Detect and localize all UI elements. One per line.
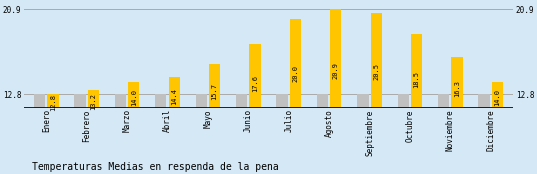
Bar: [478, 94, 490, 108]
Text: 15.7: 15.7: [212, 83, 217, 100]
Text: 14.0: 14.0: [495, 89, 500, 106]
Bar: [290, 19, 301, 108]
Text: 12.8: 12.8: [50, 94, 56, 111]
Bar: [128, 82, 140, 108]
Bar: [451, 57, 463, 108]
Bar: [88, 90, 99, 108]
Bar: [330, 9, 342, 108]
Bar: [371, 13, 382, 108]
Bar: [411, 34, 422, 108]
Text: 17.6: 17.6: [252, 75, 258, 92]
Bar: [357, 94, 368, 108]
Bar: [34, 94, 45, 108]
Text: 14.0: 14.0: [130, 89, 137, 106]
Bar: [236, 94, 247, 108]
Bar: [155, 94, 166, 108]
Text: 14.4: 14.4: [171, 88, 177, 105]
Bar: [47, 94, 59, 108]
Text: 13.2: 13.2: [90, 93, 96, 110]
Bar: [169, 77, 180, 108]
Text: 20.9: 20.9: [333, 62, 339, 79]
Text: 20.5: 20.5: [373, 64, 379, 80]
Bar: [195, 94, 207, 108]
Bar: [209, 64, 220, 108]
Bar: [317, 94, 328, 108]
Text: 18.5: 18.5: [413, 72, 419, 88]
Bar: [115, 94, 126, 108]
Bar: [397, 94, 409, 108]
Text: 20.0: 20.0: [292, 65, 299, 82]
Text: Temperaturas Medias en respenda de la pena: Temperaturas Medias en respenda de la pe…: [32, 162, 279, 172]
Bar: [249, 44, 260, 108]
Text: 16.3: 16.3: [454, 80, 460, 97]
Bar: [74, 94, 86, 108]
Bar: [277, 94, 288, 108]
Bar: [438, 94, 449, 108]
Bar: [492, 82, 503, 108]
